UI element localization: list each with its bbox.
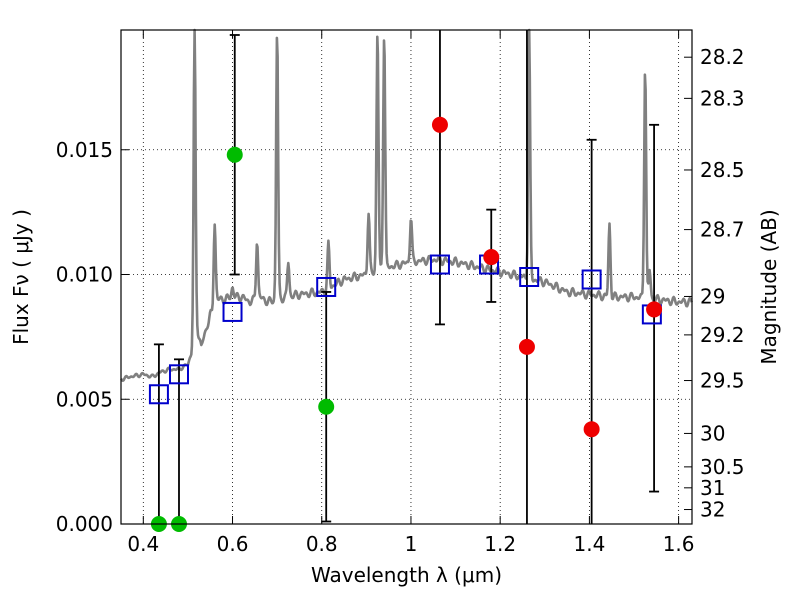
model-photometry-square <box>168 364 189 385</box>
y2-tick-label: 31 <box>700 476 725 500</box>
y2-tick-label: 29.2 <box>700 323 745 347</box>
green-data-point <box>226 146 243 163</box>
model-photometry-square <box>519 267 540 287</box>
x-tick-label: 0.4 <box>127 532 159 556</box>
model-photometry-square <box>148 384 169 405</box>
x-tick-label: 1.6 <box>663 532 695 556</box>
red-data-point <box>646 301 663 318</box>
x-tick-label: 1 <box>405 532 418 556</box>
model-photometry-square <box>581 269 602 290</box>
y-axis-title: Flux Fν ( μJy ) <box>9 209 33 345</box>
red-data-point <box>583 421 600 438</box>
sed-model-curve <box>119 28 694 383</box>
sed-curve-layer <box>119 28 694 383</box>
red-data-point <box>483 249 500 266</box>
red-data-point <box>431 116 448 133</box>
marker-layer <box>148 116 663 532</box>
x-tick-label: 1.2 <box>484 532 516 556</box>
x-tick-label: 1.4 <box>573 532 605 556</box>
y-tick-label: 0.000 <box>56 512 113 536</box>
x-axis-title: Wavelength λ (μm) <box>311 563 502 587</box>
green-data-point <box>318 398 335 415</box>
model-photometry-square <box>429 254 450 275</box>
y2-axis-title: Magnitude (AB) <box>757 209 781 364</box>
y2-tick-label: 28.5 <box>700 158 745 182</box>
y2-tick-label: 28.3 <box>700 86 745 110</box>
y2-tick-label: 28.2 <box>700 45 745 69</box>
y-tick-label: 0.005 <box>56 387 113 411</box>
y2-tick-label: 30 <box>700 421 725 445</box>
y2-tick-label: 29.5 <box>700 369 745 393</box>
plot-frame <box>120 29 693 525</box>
y-tick-label: 0.015 <box>56 138 113 162</box>
red-data-point <box>518 338 535 355</box>
y2-tick-label: 32 <box>700 498 725 522</box>
y2-tick-label: 29 <box>700 284 725 308</box>
y2-tick-label: 28.7 <box>700 218 745 242</box>
y-tick-label: 0.010 <box>56 263 113 287</box>
model-photometry-square <box>222 301 243 322</box>
x-tick-label: 0.8 <box>306 532 338 556</box>
x-tick-label: 0.6 <box>217 532 249 556</box>
y2-tick-label: 30.5 <box>700 455 745 479</box>
model-photometry-square <box>316 276 337 297</box>
tick-layer: 0.4 0.6 0.8 1 1.2 1.4 1.6 0.000 0.005 0.010 0.015 2… <box>56 30 745 556</box>
